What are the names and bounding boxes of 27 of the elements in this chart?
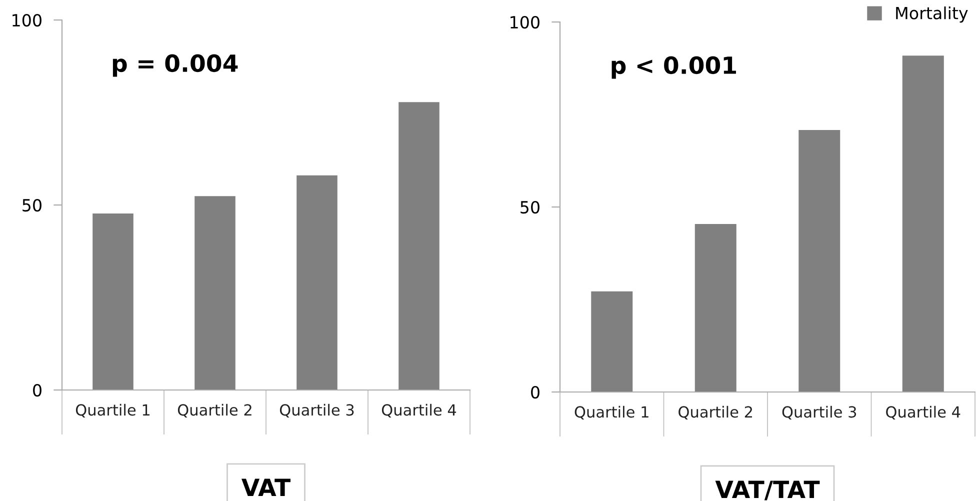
x-tick-label: Quartile 2 [178,404,252,418]
x-axis-title: VAT/TAT [715,480,820,500]
y-tick-label: 0 [531,386,540,399]
bar [92,214,134,390]
x-tick-label: Quartile 4 [886,406,960,420]
x-tick-label: Quartile 1 [76,404,150,418]
bar [798,130,840,392]
y-tick-label: 0 [33,384,42,397]
legend-label: Mortality [896,6,968,23]
annotation: p = 0.004 [112,54,238,77]
y-tick-label: 50 [22,198,42,212]
bar [296,175,338,390]
annotation: p < 0.001 [612,56,736,79]
x-tick-label: Quartile 1 [574,406,648,420]
x-tick-label: Quartile 3 [782,406,856,420]
x-axis-title: VAT [242,478,290,496]
y-tick-label: 50 [520,200,540,214]
y-tick-label: 100 [510,16,540,29]
bar [694,224,736,392]
bar [902,56,944,392]
bar [194,196,236,390]
bar [398,102,440,390]
x-tick-label: Quartile 4 [382,404,456,418]
y-tick-label: 100 [12,14,42,27]
x-tick-label: Quartile 3 [280,404,354,418]
x-tick-label: Quartile 2 [678,406,752,420]
bar [591,291,633,392]
